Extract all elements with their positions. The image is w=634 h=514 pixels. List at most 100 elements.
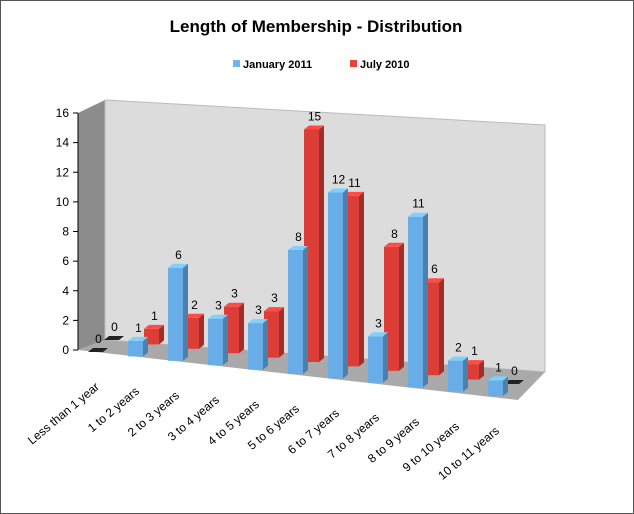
bar-side (183, 263, 188, 361)
legend-label: January 2011 (243, 59, 312, 71)
value-label: 0 (95, 332, 102, 346)
value-label: 8 (391, 227, 398, 241)
bar-front (208, 318, 223, 366)
y-tick-label: 4 (62, 284, 69, 298)
bar-front (128, 340, 143, 357)
bar-side (263, 319, 268, 370)
value-label: 1 (135, 321, 142, 335)
value-label: 0 (111, 320, 118, 334)
bar (248, 319, 268, 370)
value-label: 1 (495, 361, 502, 375)
value-label: 11 (348, 176, 361, 190)
y-tick-label: 10 (56, 195, 70, 209)
bar-top (208, 314, 228, 319)
value-label: 6 (175, 248, 182, 262)
bar-front (448, 360, 463, 392)
bar (328, 188, 348, 379)
y-tick-label: 8 (62, 225, 69, 239)
bar-top (408, 212, 428, 217)
bar (128, 336, 148, 357)
y-tick-label: 6 (62, 254, 69, 268)
bar-front (248, 323, 263, 370)
legend-label: July 2010 (360, 59, 410, 71)
bar-front (408, 216, 423, 388)
bar-side (239, 302, 244, 354)
floor (78, 340, 545, 400)
bar-side (503, 376, 508, 396)
bar-side (343, 188, 348, 379)
bar-side (303, 246, 308, 374)
chart-title: Length of Membership - Distribution (170, 17, 463, 36)
value-label: 15 (308, 110, 322, 124)
value-label: 6 (431, 262, 438, 276)
value-label: 8 (295, 230, 302, 244)
y-tick-label: 2 (62, 313, 69, 327)
value-label: 0 (511, 364, 518, 378)
bar (88, 348, 108, 352)
bar-side (279, 307, 284, 358)
bar-top (464, 360, 484, 365)
bar-front (168, 267, 183, 361)
y-tick-label: 12 (56, 165, 70, 179)
legend-swatch (233, 60, 240, 67)
bar-top (424, 278, 444, 283)
value-label: 1 (151, 309, 158, 323)
bar-top (328, 188, 348, 193)
bar-side (159, 324, 164, 345)
bar-top (288, 246, 308, 250)
bar (368, 332, 388, 383)
legend-swatch (350, 60, 357, 67)
bar-top (504, 380, 524, 384)
value-label: 3 (255, 303, 262, 317)
value-label: 1 (471, 344, 478, 358)
bar-top (488, 376, 508, 381)
bar-top (144, 324, 164, 329)
bar (144, 324, 164, 345)
bar-front (288, 250, 303, 374)
value-label: 3 (271, 291, 278, 305)
bar (448, 356, 468, 392)
bar-top (448, 356, 468, 361)
bar (168, 263, 188, 361)
bar-side (463, 356, 468, 392)
side-wall (78, 100, 105, 350)
bar-side (223, 314, 228, 366)
value-label: 3 (231, 287, 238, 301)
bar (208, 314, 228, 366)
bar-top (248, 319, 268, 324)
bar-top (384, 242, 404, 247)
bar-top (168, 263, 188, 268)
value-label: 2 (455, 341, 462, 355)
bar-front (328, 192, 343, 379)
value-label: 3 (375, 316, 382, 330)
bar-front (368, 336, 383, 383)
bar-top (368, 332, 388, 337)
bar-top (128, 336, 148, 341)
bar-top (104, 336, 124, 340)
bar-side (143, 336, 148, 357)
y-tick-label: 14 (56, 136, 70, 150)
bar (408, 212, 428, 388)
bar (104, 336, 124, 340)
y-tick-label: 16 (56, 106, 70, 120)
bar-side (359, 191, 364, 367)
bar-side (423, 212, 428, 388)
bar-front (488, 380, 503, 396)
value-label: 12 (332, 172, 346, 186)
bar-side (199, 313, 204, 349)
value-label: 3 (215, 299, 222, 313)
bar-top (88, 348, 108, 352)
bar-side (439, 278, 444, 376)
value-label: 11 (412, 197, 425, 211)
bar-side (319, 125, 324, 362)
bar-side (399, 242, 404, 371)
bar (488, 376, 508, 396)
bar (504, 380, 524, 384)
bar-top (184, 313, 204, 318)
bar-top (264, 307, 284, 312)
bar-side (383, 332, 388, 383)
bar-side (479, 360, 484, 380)
bar-top (224, 302, 244, 307)
bar-top (304, 125, 324, 130)
